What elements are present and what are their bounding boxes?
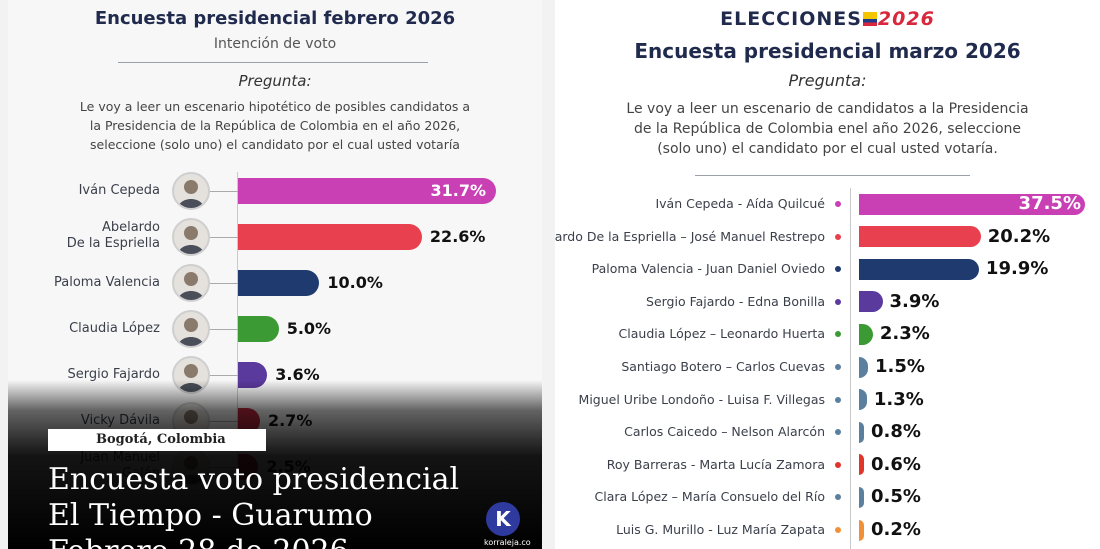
bar [859, 421, 864, 443]
candidate-label: Abelardo De la Espriella [66, 220, 160, 251]
bar-value-label: 20.2% [987, 225, 1051, 247]
candidate-label: Carlos Caicedo – Nelson Alarcón [624, 424, 825, 440]
bar-value-label: 3.9% [889, 290, 940, 312]
bar [859, 193, 1085, 215]
candidate-label: Santiago Botero – Carlos Cuevas [621, 359, 825, 374]
candidate-label: Roy Barreras - Marta Lucía Zamora [606, 456, 825, 472]
headline-line-1: Encuesta voto presidencial [48, 462, 460, 497]
bar-value-label: 1.3% [873, 388, 924, 410]
candidate-label: Paloma Valencia - Juan Daniel Oviedo [591, 261, 825, 277]
right-chart-title: Encuesta presidencial marzo 2026 [634, 39, 1021, 63]
left-chart-title: Encuesta presidencial febrero 2026 [94, 8, 456, 29]
left-question-text: Le voy a leer un escenario hipotético de… [79, 99, 471, 152]
legend-dot [835, 527, 841, 533]
photo-connector [210, 329, 238, 330]
legend-dot [835, 429, 841, 436]
korraleja-logo: K [486, 502, 520, 536]
candidate-label: Sergio Fajardo - Edna Bonilla [646, 293, 825, 309]
photo-connector [210, 191, 238, 192]
bar-value-label: 3.6% [275, 365, 320, 384]
left-chart-subtitle: Intención de voto [213, 36, 337, 52]
candidate-label: Claudia López – Leonardo Huerta [618, 326, 825, 342]
candidate-label: Sergio Fajardo [67, 367, 160, 382]
candidate-label: Iván Cepeda - Aída Quilcué [655, 196, 825, 211]
bar-value-label: 19.9% [985, 258, 1049, 280]
legend-dot [835, 396, 841, 403]
right-title-rule [695, 175, 970, 176]
photo-connector [210, 375, 238, 376]
left-question-label: Pregunta: [238, 72, 312, 90]
bar [238, 270, 320, 296]
candidate-photo [172, 172, 210, 210]
right-question-label: Pregunta: [788, 71, 867, 90]
bar [859, 356, 869, 378]
headline-line-3: Febrero 28 de 2026 [48, 534, 349, 549]
left-chart-axis [237, 172, 238, 492]
bar-value-label: 0.6% [871, 453, 921, 475]
bar-value-label: 2.3% [879, 323, 930, 345]
bar-value-label: 5.0% [286, 319, 332, 338]
bar [859, 454, 864, 476]
photo-connector [210, 283, 238, 284]
left-title-rule [118, 62, 428, 63]
bar-value-label: 0.5% [871, 486, 921, 508]
candidate-label: Paloma Valencia [54, 275, 160, 290]
bar [859, 291, 883, 313]
headline-line-2: El Tiempo - Guarumo [48, 498, 373, 533]
legend-dot [835, 233, 841, 240]
candidate-label: Claudia López [69, 321, 160, 336]
legend-dot [835, 364, 841, 370]
colombia-flag-icon [862, 12, 877, 26]
right-poll-panel: ELECCIONES 2026 Encuesta presidencial mar… [555, 0, 1100, 549]
bar [859, 258, 979, 280]
candidate-photo [172, 264, 210, 302]
bar-value-label: 22.6% [429, 227, 486, 246]
bar [859, 226, 981, 248]
bar-value-label: 31.7% [430, 181, 486, 200]
bar-value-label: 0.8% [871, 421, 921, 443]
bar [238, 178, 496, 204]
candidate-label: Clara López – María Consuelo del Río [594, 489, 826, 505]
bar [859, 486, 864, 508]
photo-connector [210, 237, 238, 238]
bar-value-label: 1.5% [875, 356, 925, 377]
left-poll-panel: Encuesta presidencial febrero 2026 Inten… [8, 0, 542, 549]
legend-dot [835, 201, 841, 207]
candidate-label: Luis G. Murillo - Luz María Zapata [616, 522, 825, 537]
bar-value-label: 0.2% [871, 519, 921, 540]
legend-dot [835, 266, 841, 273]
video-caption-overlay [8, 380, 542, 549]
candidate-label: Abelardo De la Espriella – José Manuel R… [555, 228, 825, 244]
candidate-label: Miguel Uribe Londoño - Luisa F. Villegas [578, 391, 825, 407]
right-question-text: Le voy a leer un escenario de candidatos… [626, 101, 1029, 157]
legend-dot [835, 461, 841, 468]
bar [859, 323, 873, 345]
right-chart-axis [850, 188, 851, 549]
elecciones-brand: ELECCIONES 2026 [720, 8, 935, 30]
legend-dot [835, 331, 841, 338]
candidate-photo [172, 218, 210, 256]
bar-value-label: 37.5% [1018, 193, 1081, 214]
bar [859, 519, 864, 541]
bar [238, 224, 422, 250]
bar [859, 389, 867, 411]
legend-dot [835, 298, 841, 305]
bar-value-label: 10.0% [327, 273, 383, 292]
candidate-photo [172, 310, 210, 348]
korraleja-logo-text: korraleja.co [484, 538, 531, 547]
bar [238, 316, 279, 342]
location-label: Bogotá, Colombia [48, 429, 266, 451]
legend-dot [835, 494, 841, 501]
candidate-label: Iván Cepeda [78, 183, 160, 198]
